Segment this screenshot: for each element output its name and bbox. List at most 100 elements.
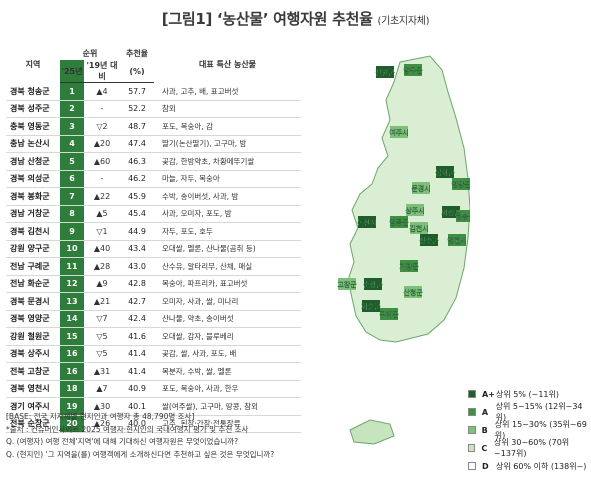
- legend-label: 상위 5% (~11위): [496, 389, 559, 399]
- cell-rank-change: ▽7: [84, 310, 120, 328]
- map-region-label: 영양군: [451, 180, 470, 189]
- legend-label: 상위 15~30% (35위~69위): [494, 420, 587, 440]
- cell-rank-change: ▲9: [84, 275, 120, 293]
- cell-region: 경북 영천시: [6, 380, 60, 398]
- cell-rank-2025: 19: [60, 397, 84, 416]
- cell-score: 41.6: [120, 327, 154, 346]
- cell-score: 44.9: [120, 222, 154, 241]
- map-region-label: 문경시: [411, 184, 430, 193]
- cell-region: 전남 구례군: [6, 257, 60, 276]
- map-region: [410, 222, 428, 234]
- map-regions: [338, 64, 470, 320]
- cell-region: 전남 화순군: [6, 275, 60, 293]
- legend-swatch: [468, 462, 476, 470]
- cell-rank-change: ▲20: [84, 135, 120, 153]
- cell-region: 전북 순창군: [6, 415, 60, 433]
- table-row: 전북 고창군 16 ▲31 41.4 복분자, 수박, 쌀, 멜론: [6, 362, 301, 381]
- map-region-label: 청송군: [455, 213, 470, 221]
- legend-grade: A: [481, 407, 489, 417]
- cell-products: 복숭아, 파프리카, 표고버섯: [154, 275, 301, 293]
- cell-region: 경남 거창군: [6, 205, 60, 223]
- cell-rank-2025: 3: [60, 117, 84, 136]
- cell-region: 경남 산청군: [6, 152, 60, 171]
- cell-region: 강원 양구군: [6, 240, 60, 258]
- map-region-label: 양구군: [403, 67, 423, 75]
- cell-rank-2025: 18: [60, 380, 84, 398]
- footnote-line: Q. (현지인) '그 지역을(를) 여행객에게 소개하신다면 추천하고 싶은 …: [6, 449, 275, 459]
- cell-score: 42.8: [120, 275, 154, 293]
- cell-rank-2025: 16: [60, 345, 84, 363]
- col-score-header: 추천율: [125, 48, 149, 58]
- map-region: [380, 308, 398, 320]
- cell-rank-change: ▲40: [84, 240, 120, 258]
- cell-score: 41.4: [120, 362, 154, 381]
- col-score-unit: (%): [120, 60, 154, 83]
- table-row: 경북 김천시 9 ▽1 44.9 자두, 포도, 호두: [6, 222, 301, 241]
- cell-rank-change: ▲31: [84, 362, 120, 381]
- cell-products: 딸기(논산딸기), 고구마, 밤: [154, 135, 301, 153]
- cell-rank-2025: 10: [60, 240, 84, 258]
- map-region: [338, 278, 356, 290]
- title-text: [그림1] ‘농산물’ 여행자원 추천율: [161, 10, 373, 28]
- legend-swatch: [468, 444, 476, 452]
- cell-rank-change: -: [84, 170, 120, 188]
- cell-score: 40.0: [120, 415, 154, 433]
- map-region: [456, 210, 470, 222]
- map-region-label: 화순군: [361, 303, 381, 311]
- legend-item: A+ 상위 5% (~11위): [468, 385, 591, 403]
- col-r19-header: '19년 대비: [84, 60, 120, 83]
- cell-rank-2025: 5: [60, 152, 84, 171]
- map-region-label: 산청군: [403, 288, 423, 297]
- table-row: 경북 봉화군 7 ▲22 45.9 수박, 송이버섯, 사과, 밤: [6, 187, 301, 206]
- cell-region: 경북 청송군: [6, 82, 60, 101]
- cell-products: 참외: [154, 100, 301, 118]
- map-region: [364, 278, 382, 290]
- cell-score: 40.1: [120, 397, 154, 416]
- cell-rank-2025: 1: [60, 82, 84, 101]
- cell-rank-change: -: [84, 100, 120, 118]
- table-row: 경북 영천시 18 ▲7 40.9 포도, 복숭아, 사과, 한우: [6, 380, 301, 398]
- map-region: [448, 234, 466, 246]
- table-row: 강원 양구군 10 ▲40 43.4 오대쌀, 멜론, 산나물(곰취 등): [6, 240, 301, 258]
- cell-rank-change: ▽5: [84, 327, 120, 346]
- cell-products: 산수유, 알타리무, 산채, 매실: [154, 257, 301, 276]
- legend-grade: D: [482, 461, 489, 471]
- cell-rank-change: ▲26: [84, 415, 120, 433]
- map-region-label: 여주시: [389, 128, 408, 137]
- cell-rank-2025: 12: [60, 275, 84, 293]
- figure-title: [그림1] ‘농산물’ 여행자원 추천율 (기초지자체): [0, 8, 591, 29]
- table-row: 경남 산청군 5 ▲60 46.3 곶감, 한방약초, 차황메뚜기쌀: [6, 152, 301, 171]
- map-region-label: 봉화군: [435, 169, 455, 177]
- table-row: 전남 구례군 11 ▲28 43.0 산수유, 알타리무, 산채, 매실: [6, 257, 301, 276]
- cell-rank-2025: 6: [60, 170, 84, 188]
- cell-rank-2025: 14: [60, 310, 84, 328]
- cell-score: 43.4: [120, 240, 154, 258]
- col-products-header: 대표 특산 농산물: [198, 59, 257, 69]
- table-row: 경북 성주군 2-52.2 참외: [6, 100, 301, 118]
- legend-swatch: [468, 390, 476, 398]
- map-region-label: 순창군: [363, 281, 383, 289]
- cell-rank-2025: 11: [60, 257, 84, 276]
- map-region: [390, 126, 408, 138]
- cell-rank-2025: 9: [60, 222, 84, 241]
- cell-products: 마늘, 자두, 복숭아: [154, 170, 301, 188]
- cell-rank-2025: 20: [60, 415, 84, 433]
- ranking-table: 지역 순위 추천율 대표 특산 농산물 '25년 '19년 대비 (%) 경북 …: [6, 46, 301, 433]
- cell-region: 강원 철원군: [6, 327, 60, 346]
- mainland-outline: [347, 55, 470, 343]
- map-region-label: 거창군: [399, 262, 419, 271]
- table-row: 경북 청송군 1 ▲4 57.7 사과, 고추, 배, 표고버섯: [6, 82, 301, 101]
- legend-grade: B: [481, 425, 488, 435]
- cell-score: 45.4: [120, 205, 154, 223]
- col-r25-header: '25년: [60, 60, 84, 83]
- legend-item: A 상위 5~15% (12위~34위): [468, 402, 591, 422]
- map-legend: A+ 상위 5% (~11위) A 상위 5~15% (12위~34위) B 상위 15~…: [468, 385, 591, 475]
- map-region: [442, 206, 460, 218]
- cell-rank-2025: 16: [60, 362, 84, 381]
- legend-label: 상위 5~15% (12위~34위): [495, 402, 583, 422]
- cell-rank-change: ▲21: [84, 292, 120, 311]
- cell-products: 곶감, 쌀, 사과, 포도, 배: [154, 345, 301, 363]
- cell-region: 경기 여주시: [6, 397, 60, 416]
- footnote-line: *출처 : 컨슈머인사이트 2025 여행자·현지인의 국내여행지 평가 및 추…: [6, 424, 249, 434]
